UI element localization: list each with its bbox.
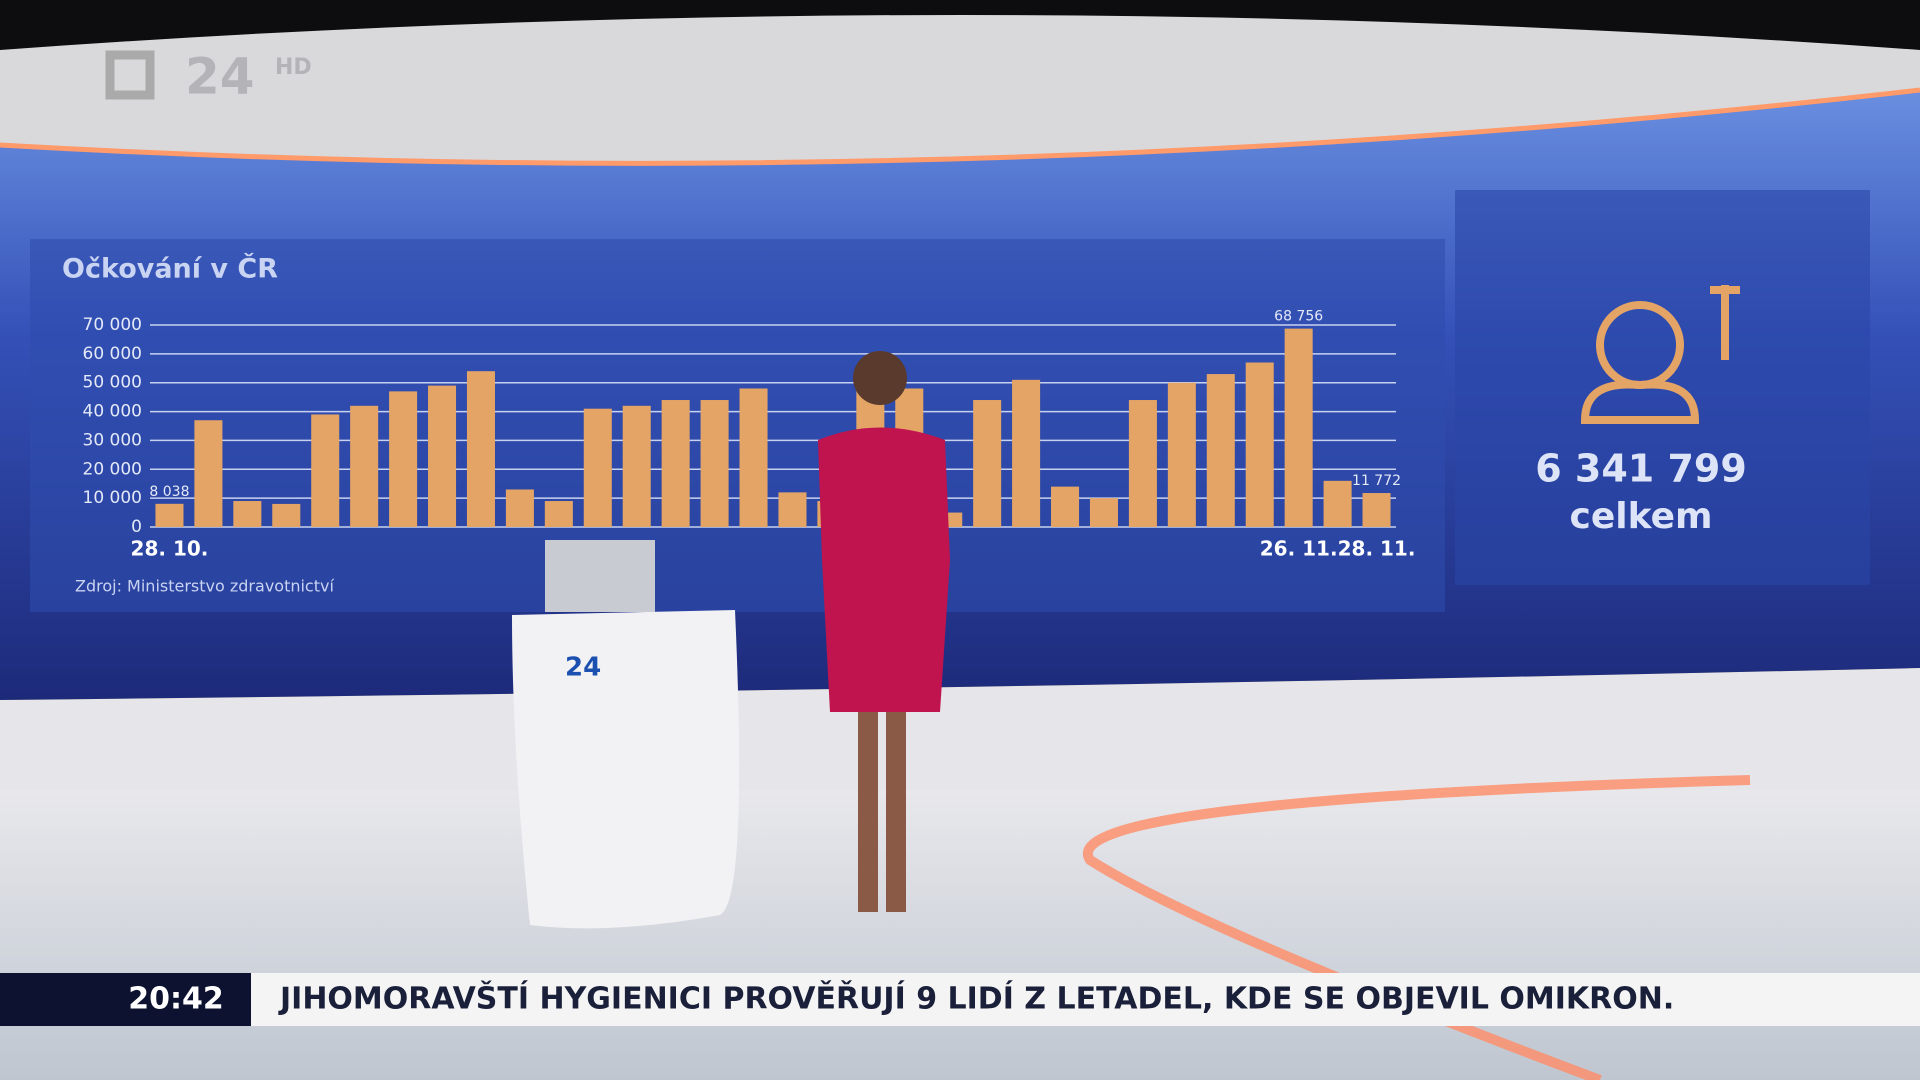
bar (700, 400, 729, 527)
presenter (818, 351, 950, 912)
bar (973, 400, 1002, 527)
bar (505, 489, 534, 527)
podium-logo: 24 (565, 653, 601, 683)
y-tick-label: 40 000 (83, 402, 142, 422)
ticker-box (251, 973, 1920, 1026)
podium (512, 610, 740, 929)
bar (1323, 480, 1352, 527)
bar (1362, 493, 1391, 527)
ticker-headline: JIHOMORAVŠTÍ HYGIENICI PROVĚŘUJÍ 9 LIDÍ … (278, 980, 1674, 1017)
value-label: 68 756 (1274, 309, 1323, 325)
bar (778, 492, 807, 527)
y-tick-label: 60 000 (83, 344, 142, 364)
bar (622, 405, 651, 527)
bar (311, 414, 340, 527)
value-label: 8 038 (149, 484, 189, 500)
total-value: 6 341 799 (1535, 447, 1747, 491)
bar (350, 405, 379, 527)
chart-title: Očkování v ČR (62, 253, 278, 285)
bar (194, 420, 223, 527)
bar (389, 391, 418, 527)
y-tick-label: 0 (131, 517, 142, 537)
channel-logo-mark (105, 50, 155, 100)
x-tick-label: 28. 11. (1338, 537, 1416, 561)
bar (583, 408, 612, 527)
bar (739, 388, 768, 527)
vaccine-icon (1580, 285, 1740, 424)
ticker-time: 20:42 (128, 982, 224, 1017)
upper-rim (0, 15, 1920, 164)
plot: 0 10 000 20 000 30 000 40 000 50 000 60 000 70 … (83, 309, 1416, 561)
lower-rim (0, 668, 1920, 810)
bar (155, 503, 184, 527)
light-strip (0, 87, 1920, 166)
floor (0, 790, 1920, 1080)
x-tick-label: 28. 10. (131, 537, 209, 561)
bar (1089, 498, 1118, 527)
y-tick-label: 70 000 (83, 315, 142, 335)
laptop (545, 540, 655, 612)
bar (272, 503, 301, 527)
value-label: 11 772 (1352, 473, 1401, 489)
bar (1167, 382, 1196, 527)
bar (1012, 379, 1041, 527)
bar (1245, 362, 1274, 527)
bar (1051, 486, 1080, 527)
bar (1206, 374, 1235, 527)
channel-quality: HD (275, 55, 312, 80)
channel-logo: 24 (185, 48, 255, 106)
bar (661, 400, 690, 527)
total-label: celkem (1570, 496, 1713, 537)
y-tick-label: 20 000 (83, 459, 142, 479)
bar (1128, 400, 1157, 527)
bar (466, 371, 495, 527)
ticker-time-box (0, 973, 251, 1026)
bar (1284, 328, 1313, 527)
y-tick-label: 30 000 (83, 430, 142, 450)
chart-source: Zdroj: Ministerstvo zdravotnictví (75, 577, 334, 596)
x-tick-label: 26. 11. (1260, 537, 1338, 561)
bar (544, 501, 573, 527)
y-tick-label: 10 000 (83, 488, 142, 508)
bar (428, 385, 457, 527)
y-tick-label: 50 000 (83, 373, 142, 393)
bar (233, 501, 262, 527)
